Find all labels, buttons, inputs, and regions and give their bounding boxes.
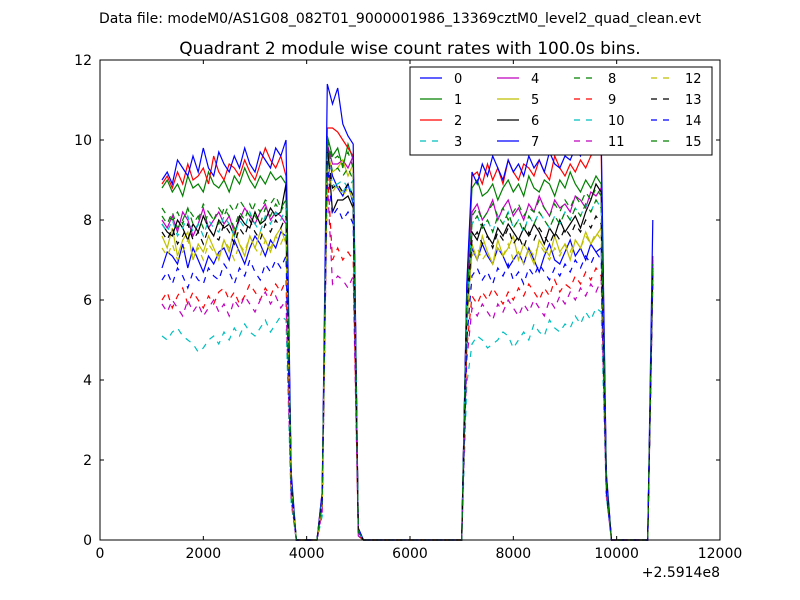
y-tick-label: 8 — [83, 213, 92, 229]
series-line-1 — [161, 135, 654, 541]
x-tick-label: 6000 — [392, 546, 428, 562]
series-line-8 — [161, 139, 654, 541]
x-tick-label: 12000 — [698, 546, 743, 562]
series-line-0 — [161, 147, 654, 541]
series-line-13 — [161, 151, 654, 541]
chart-suptitle: Data file: modeM0/AS1G08_082T01_90000019… — [99, 11, 701, 27]
x-offset-label: +2.5914e8 — [642, 565, 720, 581]
series-line-15 — [161, 143, 654, 541]
series-line-14 — [161, 163, 654, 541]
legend-label-4: 4 — [531, 72, 539, 87]
x-tick-label: 2000 — [186, 546, 222, 562]
legend-label-14: 14 — [685, 114, 702, 129]
legend-label-15: 15 — [685, 135, 702, 150]
legend-label-3: 3 — [454, 135, 462, 150]
y-tick-label: 10 — [74, 133, 92, 149]
legend-label-8: 8 — [608, 72, 616, 87]
series-line-4 — [161, 143, 654, 541]
y-tick-label: 4 — [83, 373, 92, 389]
legend-label-11: 11 — [608, 135, 625, 150]
series-line-12 — [161, 159, 654, 541]
legend-label-1: 1 — [454, 93, 462, 108]
legend-label-2: 2 — [454, 114, 462, 129]
x-tick-label: 4000 — [289, 546, 325, 562]
x-tick-label: 8000 — [496, 546, 532, 562]
y-tick-label: 2 — [83, 453, 92, 469]
legend-label-7: 7 — [531, 135, 539, 150]
series-line-5 — [161, 151, 654, 541]
legend-label-13: 13 — [685, 93, 702, 108]
legend-label-6: 6 — [531, 114, 539, 129]
chart-title: Quadrant 2 module wise count rates with … — [179, 39, 640, 59]
y-tick-label: 0 — [83, 533, 92, 549]
y-tick-label: 6 — [83, 293, 92, 309]
legend-label-5: 5 — [531, 93, 539, 108]
x-tick-label: 0 — [96, 546, 105, 562]
legend-label-12: 12 — [685, 72, 702, 87]
y-tick-label: 12 — [74, 53, 92, 69]
legend-label-10: 10 — [608, 114, 625, 129]
legend-label-9: 9 — [608, 93, 616, 108]
series-line-6 — [161, 143, 654, 541]
legend-label-0: 0 — [454, 72, 462, 87]
x-tick-label: 10000 — [594, 546, 639, 562]
legend-box — [409, 66, 713, 156]
